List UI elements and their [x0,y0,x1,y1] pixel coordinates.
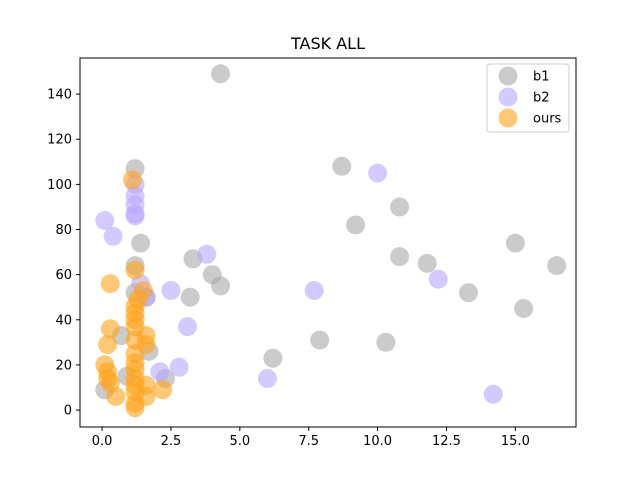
point-b1-8 [390,247,410,267]
point-b1-18 [310,330,330,350]
point-b2-16 [257,369,277,388]
point-b1-9 [417,253,437,273]
point-b2-7 [197,244,217,264]
legend-marker-ours [498,108,518,128]
point-ours-25 [153,380,173,400]
y-tick-label-5: 100 [47,178,72,193]
x-tick-label-1: 2.5 [161,434,182,449]
y-tick-label-6: 120 [47,133,72,148]
point-b1-1 [332,156,352,176]
x-tick-label-6: 15.0 [501,434,530,449]
x-tick-label-4: 10.0 [363,434,392,449]
point-b2-8 [368,163,388,183]
y-tick-label-2: 40 [55,313,72,328]
point-b1-10 [547,256,567,276]
point-b2-11 [161,281,181,300]
point-b1-14 [459,283,478,303]
point-b1-6 [131,233,151,253]
legend-marker-b2 [498,87,518,107]
legend-label-b2: b2 [533,91,550,106]
point-b1-19 [376,332,396,352]
x-axis: 0.0 2.5 5.0 7.5 10.0 12.5 15.0 [92,427,530,449]
point-b2-0 [95,211,115,230]
y-tick-label-4: 80 [55,223,72,238]
x-tick-label-2: 5.0 [229,434,250,449]
point-ours-2 [100,274,120,294]
y-axis: 0 20 40 60 80 100 120 140 [47,88,80,419]
x-tick-label-5: 12.5 [432,434,461,449]
point-b1-21 [263,348,283,368]
point-b2-9 [428,269,448,289]
legend: b1 b2 ours [486,63,570,133]
point-b1-4 [346,215,366,235]
point-ours-9 [100,319,120,339]
x-tick-label-3: 7.5 [298,434,319,449]
point-ours-29 [125,398,145,418]
point-b2-10 [304,281,324,300]
y-tick-label-1: 20 [55,358,72,373]
y-tick-label-3: 60 [55,268,72,283]
point-b1-13 [211,276,230,296]
legend-label-ours: ours [533,112,562,127]
y-tick-label-7: 140 [47,88,72,103]
point-b2-6 [125,206,145,226]
point-ours-26 [106,387,126,406]
point-b1-0 [211,64,230,84]
chart-title: TASK ALL [290,34,365,53]
x-tick-label-0: 0.0 [92,434,113,449]
point-b1-16 [514,299,534,318]
points-layer [95,64,567,418]
point-b2-14 [169,357,189,377]
point-b2-1 [103,226,123,246]
point-ours-12 [98,335,118,355]
point-ours-1 [125,260,145,280]
point-b2-15 [150,362,170,382]
legend-label-b1: b1 [533,70,550,85]
point-ours-0 [122,170,142,190]
point-b1-3 [390,197,410,217]
point-b1-5 [505,233,525,253]
legend-marker-b1 [498,66,518,86]
y-tick-label-0: 0 [64,404,72,419]
plot-area-frame [79,57,577,428]
point-b2-13 [178,317,197,337]
point-b1-15 [180,287,200,307]
point-b2-17 [483,384,503,404]
